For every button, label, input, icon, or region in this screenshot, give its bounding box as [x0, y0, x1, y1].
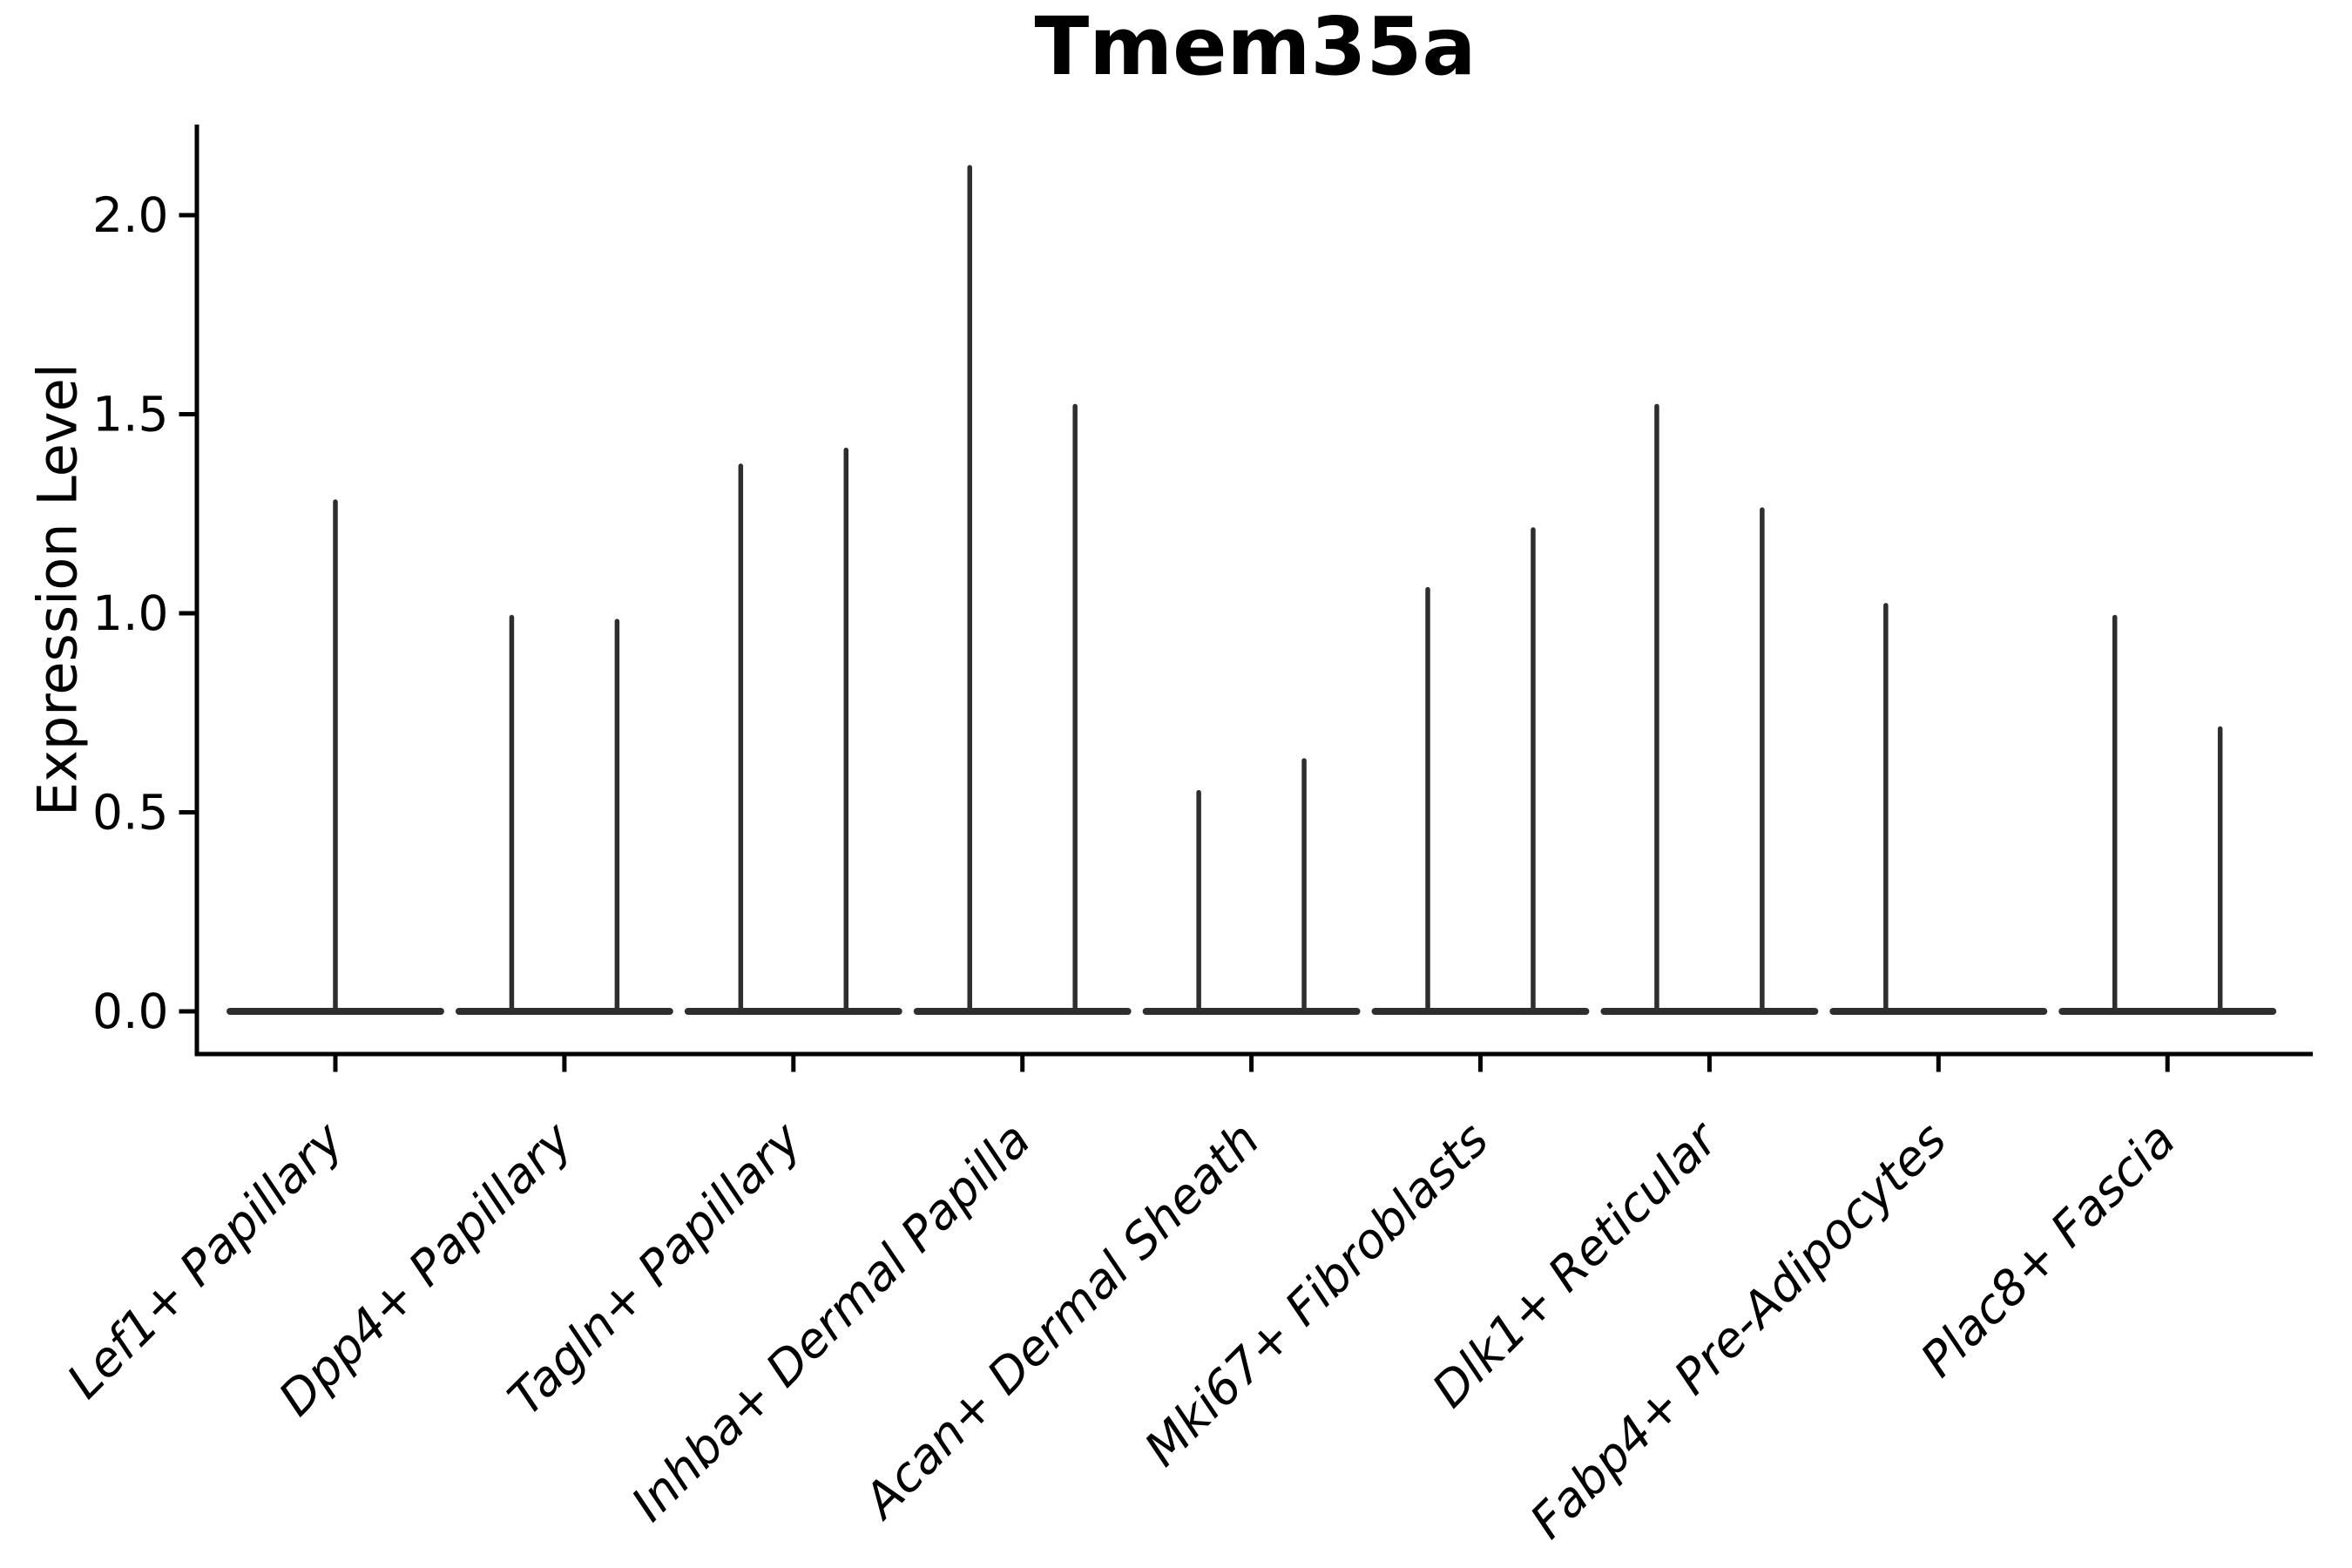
- y-tick-label: 1.5: [92, 387, 168, 443]
- chart-title: Tmem35a: [1034, 0, 1477, 93]
- y-tick-label: 2.0: [92, 187, 168, 243]
- x-tick-label: Acan+ Dermal Sheath: [851, 1112, 1270, 1531]
- x-tick-label: Fabp4+ Pre-Adipocytes: [1519, 1112, 1957, 1549]
- y-tick-label: 1.0: [92, 585, 168, 641]
- x-tick-label: Inhba+ Dermal Papilla: [620, 1112, 1040, 1531]
- y-tick-label: 0.0: [92, 983, 168, 1039]
- y-tick-label: 0.5: [92, 785, 168, 841]
